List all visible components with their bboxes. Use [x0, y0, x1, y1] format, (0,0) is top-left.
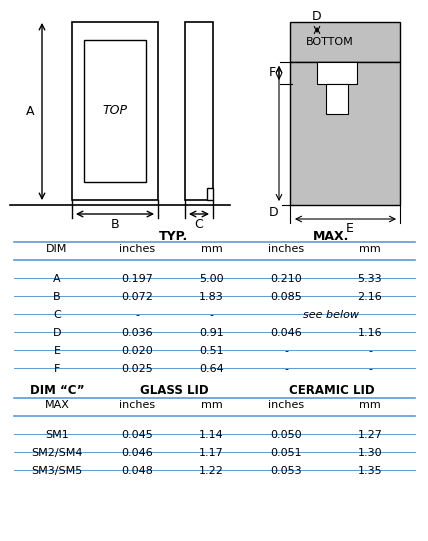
- Text: A: A: [26, 105, 34, 118]
- Text: DIM “C”: DIM “C”: [30, 384, 84, 397]
- Text: -: -: [368, 364, 372, 374]
- Text: -: -: [368, 346, 372, 356]
- Text: inches: inches: [119, 244, 155, 254]
- Text: 2.16: 2.16: [358, 292, 382, 302]
- Text: mm: mm: [359, 244, 381, 254]
- Text: 5.33: 5.33: [358, 274, 382, 284]
- Text: 0.072: 0.072: [122, 292, 153, 302]
- Text: A: A: [53, 274, 61, 284]
- Text: -: -: [136, 310, 140, 320]
- Text: 5.00: 5.00: [199, 274, 224, 284]
- Text: 0.046: 0.046: [270, 328, 302, 338]
- Text: 1.22: 1.22: [199, 466, 224, 476]
- Text: 1.35: 1.35: [358, 466, 382, 476]
- Text: see below: see below: [303, 310, 360, 320]
- Text: 0.91: 0.91: [199, 328, 224, 338]
- Text: 0.050: 0.050: [270, 430, 302, 440]
- Text: 0.020: 0.020: [122, 346, 153, 356]
- Text: 1.14: 1.14: [199, 430, 224, 440]
- Text: mm: mm: [201, 244, 223, 254]
- Text: F: F: [268, 67, 276, 80]
- Text: 1.83: 1.83: [199, 292, 224, 302]
- Text: D: D: [312, 10, 322, 23]
- Bar: [290, 22, 400, 62]
- Text: 1.27: 1.27: [357, 430, 383, 440]
- Bar: [290, 62, 400, 205]
- Bar: [207, 188, 213, 200]
- Text: -: -: [209, 310, 214, 320]
- Text: 0.036: 0.036: [122, 328, 153, 338]
- Text: inches: inches: [119, 400, 155, 410]
- Text: DIM: DIM: [46, 244, 68, 254]
- Text: mm: mm: [359, 400, 381, 410]
- Text: 1.30: 1.30: [358, 448, 382, 458]
- Text: E: E: [346, 222, 354, 235]
- Text: inches: inches: [268, 244, 305, 254]
- Text: E: E: [54, 346, 60, 356]
- Text: MAX: MAX: [45, 400, 69, 410]
- Text: mm: mm: [201, 400, 223, 410]
- Text: 0.51: 0.51: [199, 346, 224, 356]
- Text: 0.048: 0.048: [122, 466, 153, 476]
- Text: B: B: [111, 217, 119, 230]
- Text: BOTTOM: BOTTOM: [306, 37, 354, 47]
- Bar: [326, 84, 348, 114]
- Text: B: B: [53, 292, 61, 302]
- Text: inches: inches: [268, 400, 305, 410]
- Text: C: C: [53, 310, 61, 320]
- Text: CERAMIC LID: CERAMIC LID: [289, 384, 374, 397]
- Text: 0.045: 0.045: [122, 430, 153, 440]
- Bar: [317, 62, 357, 84]
- Bar: [185, 22, 213, 200]
- Text: GLASS LID: GLASS LID: [140, 384, 208, 397]
- Bar: [84, 40, 146, 182]
- Text: 0.046: 0.046: [122, 448, 153, 458]
- Text: 1.17: 1.17: [199, 448, 224, 458]
- Text: 0.025: 0.025: [122, 364, 153, 374]
- Text: -: -: [285, 346, 288, 356]
- Text: TYP.: TYP.: [159, 230, 189, 243]
- Text: 0.197: 0.197: [122, 274, 153, 284]
- Text: 0.64: 0.64: [199, 364, 224, 374]
- Text: SM3/SM5: SM3/SM5: [31, 466, 83, 476]
- Text: 1.16: 1.16: [358, 328, 382, 338]
- Text: -: -: [285, 364, 288, 374]
- Text: TOP: TOP: [102, 104, 128, 117]
- Text: SM1: SM1: [45, 430, 69, 440]
- Text: 0.085: 0.085: [270, 292, 302, 302]
- Text: MAX.: MAX.: [313, 230, 350, 243]
- Bar: [72, 22, 158, 200]
- Text: 0.210: 0.210: [270, 274, 302, 284]
- Text: D: D: [53, 328, 61, 338]
- Text: F: F: [54, 364, 60, 374]
- Text: D: D: [269, 207, 279, 220]
- Text: 0.051: 0.051: [270, 448, 302, 458]
- Text: 0.053: 0.053: [270, 466, 302, 476]
- Text: SM2/SM4: SM2/SM4: [31, 448, 83, 458]
- Text: C: C: [195, 217, 203, 230]
